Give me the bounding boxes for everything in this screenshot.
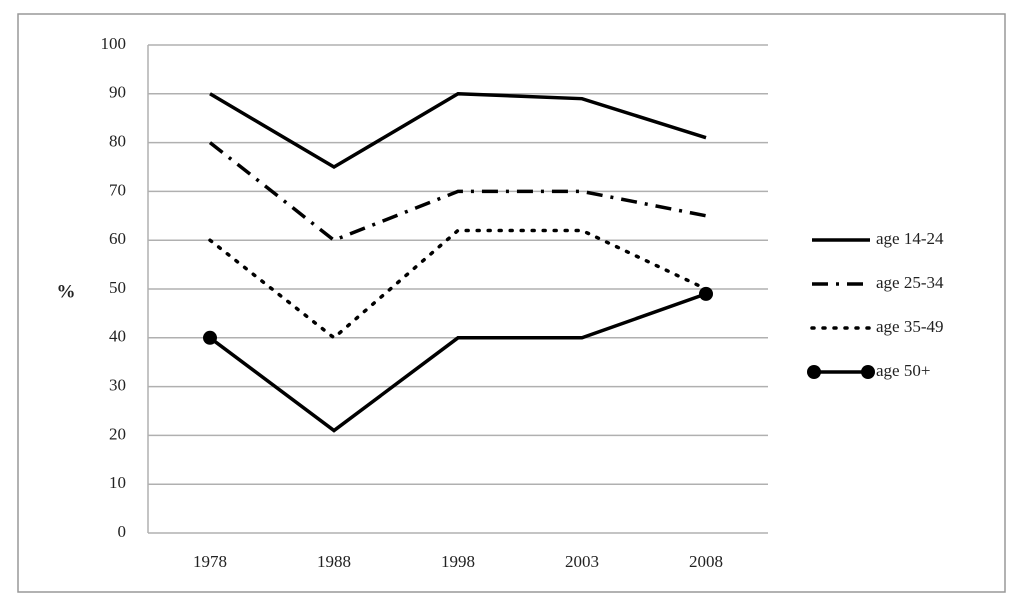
- y-tick-label: 60: [109, 229, 126, 248]
- x-tick-label: 1988: [317, 552, 351, 571]
- legend-marker: [807, 365, 821, 379]
- series-line: [208, 228, 708, 341]
- y-axis-label: %: [57, 281, 76, 302]
- series-line: [208, 292, 707, 433]
- y-tick-label: 20: [109, 424, 126, 443]
- x-tick-label: 2003: [565, 552, 599, 571]
- chart-frame: [17, 13, 1006, 593]
- legend-label: age 35-49: [876, 317, 944, 336]
- x-tick-label: 2008: [689, 552, 723, 571]
- y-tick-label: 90: [109, 83, 126, 102]
- legend-label: age 25-34: [876, 273, 944, 292]
- y-tick-label: 80: [109, 132, 126, 151]
- legend-label: age 50+: [876, 361, 930, 380]
- series-line: [209, 92, 707, 170]
- x-tick-label: 1978: [193, 552, 227, 571]
- y-tick-label: 100: [101, 34, 127, 53]
- y-tick-label: 0: [118, 522, 127, 541]
- series-marker: [699, 286, 713, 301]
- y-tick-label: 40: [109, 327, 126, 346]
- y-tick-label: 10: [109, 473, 126, 492]
- x-tick-label: 1998: [441, 552, 475, 571]
- series-line: [208, 141, 707, 243]
- y-tick-label: 30: [109, 376, 126, 395]
- y-tick-label: 70: [109, 180, 126, 199]
- legend-marker: [861, 365, 875, 379]
- series-marker: [203, 330, 217, 345]
- legend-label: age 14-24: [876, 229, 944, 248]
- y-tick-label: 50: [109, 278, 126, 297]
